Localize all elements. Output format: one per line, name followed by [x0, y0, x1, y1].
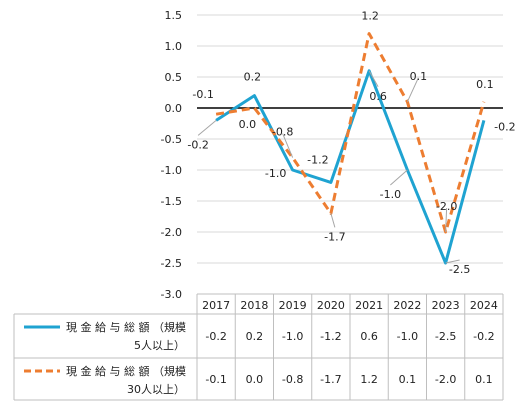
y-tick-label: -1.5	[161, 195, 182, 208]
label-leader-line	[197, 120, 217, 136]
series-name-line: 30人以上）	[127, 383, 185, 396]
category-label: 2020	[317, 299, 345, 312]
table-cell-value: 0.6	[360, 330, 378, 343]
data-label: 0.0	[239, 118, 257, 131]
y-tick-label: 1.0	[165, 40, 183, 53]
category-label: 2017	[202, 299, 230, 312]
category-label: 2023	[432, 299, 460, 312]
label-leader-line	[445, 207, 448, 233]
table-cell-value: 0.0	[246, 373, 264, 386]
label-leader-line	[282, 133, 294, 158]
data-label: 0.1	[410, 70, 428, 83]
table-cell-value: -1.7	[320, 373, 341, 386]
table-cell-value: 0.1	[475, 373, 493, 386]
category-label: 2021	[355, 299, 383, 312]
table-cell-value: -0.8	[282, 373, 303, 386]
data-label: 1.2	[361, 10, 379, 23]
y-tick-label: -1.0	[161, 164, 182, 177]
table-cell-value: -0.1	[205, 373, 226, 386]
y-tick-label: -2.5	[161, 257, 182, 270]
table-cell-value: -2.5	[435, 330, 456, 343]
category-label: 2024	[470, 299, 498, 312]
label-leader-line	[368, 70, 379, 88]
table-cell-value: -1.0	[282, 330, 303, 343]
data-label: -1.2	[307, 153, 328, 166]
table-cell-value: 1.2	[360, 373, 378, 386]
table-cell-value: -0.2	[473, 330, 494, 343]
y-tick-label: 1.5	[165, 9, 183, 22]
y-tick-label: -2.0	[161, 226, 182, 239]
data-label: -2.5	[449, 263, 470, 276]
data-label: 0.1	[476, 78, 494, 91]
category-label: 2018	[240, 299, 268, 312]
data-label: -0.2	[494, 120, 515, 133]
category-label: 2022	[393, 299, 421, 312]
series-line-1	[215, 69, 486, 265]
data-label: -0.8	[272, 126, 293, 139]
label-leader-line	[445, 259, 460, 264]
series-line-2	[215, 32, 486, 234]
data-label: -1.7	[324, 230, 345, 243]
label-leader-line	[330, 213, 336, 228]
y-tick-label: -0.5	[161, 133, 182, 146]
table-cell-value: -0.2	[205, 330, 226, 343]
data-label: -1.0	[380, 188, 401, 201]
data-label: -0.2	[187, 138, 208, 151]
label-leader-line	[406, 77, 419, 103]
data-label: 0.2	[244, 71, 262, 84]
series-name-line: 現 金 給 与 総 額 （規模	[66, 320, 186, 334]
data-label: -1.0	[265, 167, 286, 180]
y-tick-label: 0.0	[165, 102, 183, 115]
table-cell-value: -2.0	[435, 373, 456, 386]
label-leader-line	[390, 169, 408, 186]
table-cell-value: -1.0	[397, 330, 418, 343]
y-tick-label: 0.5	[165, 71, 183, 84]
series-name-line: 5人以上）	[134, 339, 185, 352]
table-cell-value: -1.2	[320, 330, 341, 343]
series-name-line: 現 金 給 与 総 額 （規模	[66, 364, 186, 378]
table-cell-value: 0.1	[399, 373, 417, 386]
data-label: -2.0	[436, 200, 457, 213]
table-cell-value: 0.2	[246, 330, 264, 343]
category-label: 2019	[279, 299, 307, 312]
data-label: -0.1	[192, 88, 213, 101]
y-tick-label: -3.0	[161, 288, 182, 301]
data-label: 0.6	[369, 90, 387, 103]
